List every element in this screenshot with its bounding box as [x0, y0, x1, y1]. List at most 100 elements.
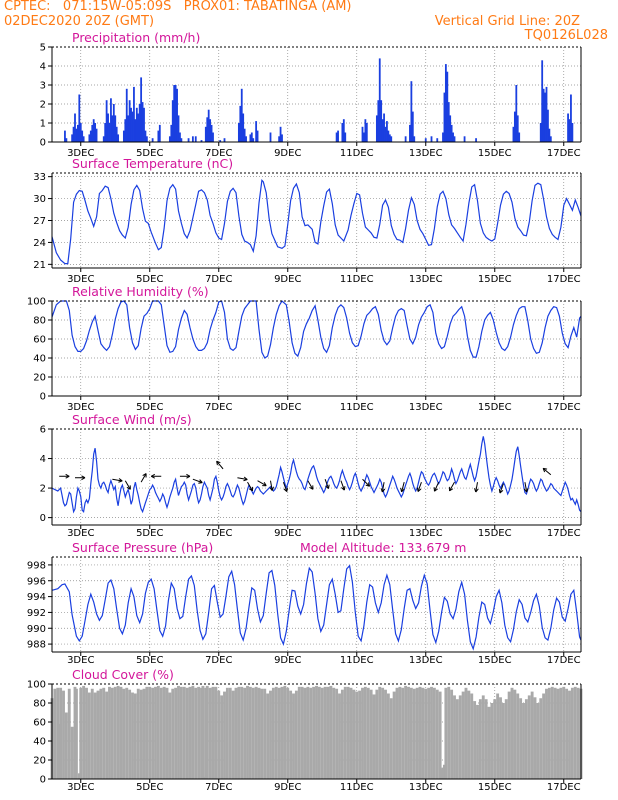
- cloud-cover-bar: [507, 691, 511, 779]
- header-run-date: 02DEC2020 20Z (GMT): [4, 14, 155, 29]
- precip-bar: [91, 124, 94, 142]
- x-tick-label: 7DEC: [205, 402, 232, 413]
- precip-bar: [239, 105, 242, 142]
- x-tick-label: 7DEC: [205, 528, 232, 539]
- precip-bar: [384, 126, 387, 142]
- cloud-cover-bar: [142, 688, 146, 779]
- cloud-cover-bar: [381, 687, 385, 779]
- x-tick-label: 17DEC: [547, 528, 581, 539]
- cloud-cover-bar: [234, 687, 238, 779]
- precip-bar: [516, 115, 519, 142]
- y-tick-label: 30: [33, 194, 46, 205]
- wind-arrow: [524, 482, 528, 493]
- cloud-cover-bar: [208, 687, 212, 779]
- precip-bar: [107, 113, 109, 142]
- cloud-cover-bar: [573, 686, 577, 779]
- cloud-cover-bar: [530, 691, 534, 779]
- y-tick-label: 3: [40, 81, 46, 92]
- precip-bar: [158, 124, 161, 142]
- precip-bar: [365, 123, 368, 142]
- y-tick-label: 60: [33, 335, 46, 346]
- y-tick-label: 0: [40, 775, 46, 786]
- cloud-cover-bar: [501, 703, 505, 779]
- y-tick-label: 60: [33, 718, 46, 729]
- precip-bar: [386, 121, 388, 142]
- x-tick-label: 11DEC: [340, 655, 374, 666]
- cloud-cover-bar: [131, 692, 134, 779]
- y-tick-label: 100: [27, 297, 46, 308]
- panel-title: Cloud Cover (%): [72, 667, 174, 682]
- cloud-cover-bar: [444, 687, 448, 779]
- wind-arrow-head: [367, 482, 371, 487]
- cloud-cover-bar: [349, 687, 353, 779]
- precip-bar: [518, 132, 521, 142]
- cloud-cover-bar: [467, 690, 471, 779]
- wind-arrow-head: [199, 479, 203, 483]
- cloud-cover-bar: [119, 686, 123, 779]
- precip-bar: [110, 98, 112, 142]
- cloud-cover-bar: [450, 689, 454, 779]
- y-tick-label: 80: [33, 699, 46, 710]
- cloud-cover-bar: [269, 690, 272, 779]
- precip-bar: [279, 126, 282, 142]
- cloud-cover-bar: [409, 687, 413, 779]
- wind-arrow-head: [400, 487, 403, 492]
- precip-bar: [128, 100, 131, 142]
- precip-bar: [210, 124, 213, 142]
- cloud-cover-bar: [366, 687, 370, 779]
- y-tick-label: 2: [40, 100, 46, 111]
- cloud-cover-bar: [516, 693, 520, 779]
- x-tick-label: 15DEC: [478, 148, 512, 159]
- precip-bar: [79, 123, 82, 142]
- y-tick-label: 33: [33, 172, 46, 183]
- cloud-cover-bar: [67, 688, 71, 779]
- precip-bar: [64, 130, 66, 142]
- wind-arrow-head: [416, 487, 419, 492]
- y-tick-label: 21: [33, 260, 46, 271]
- wind-arrow-head: [434, 488, 438, 492]
- panel-title: Precipitation (mm/h): [72, 30, 200, 45]
- precip-bar: [168, 136, 171, 142]
- precip-bar: [143, 107, 145, 142]
- cloud-cover-bar: [547, 687, 551, 779]
- precip-bar: [78, 94, 81, 142]
- y-tick-label: 40: [33, 737, 46, 748]
- wind-arrow-head: [328, 484, 330, 489]
- wind-arrow-head: [263, 482, 267, 486]
- precip-bar: [342, 119, 345, 142]
- header-grid-line-note: Vertical Grid Line: 20Z: [434, 14, 580, 29]
- cloud-cover-bar: [536, 703, 540, 779]
- cloud-cover-bar: [404, 685, 408, 779]
- panel-title: Surface Wind (m/s): [72, 412, 192, 427]
- cloud-cover-bar: [263, 688, 267, 779]
- x-tick-label: 9DEC: [274, 148, 301, 159]
- x-tick-label: 17DEC: [547, 148, 581, 159]
- wind-arrow-head: [498, 489, 501, 494]
- precip-bar: [95, 128, 98, 142]
- precip-bar: [447, 102, 450, 142]
- precip-bar: [111, 115, 114, 142]
- cloud-cover-bar: [346, 686, 350, 779]
- y-tick-label: 0: [40, 392, 46, 403]
- x-tick-label: 15DEC: [478, 528, 512, 539]
- wind-arrow-head: [198, 482, 203, 484]
- wind-arrow-head: [283, 488, 288, 492]
- precip-bar: [115, 126, 118, 142]
- precip-bar: [65, 138, 68, 142]
- precip-bar: [138, 104, 141, 142]
- wind-arrow-head: [248, 488, 253, 492]
- precip-bar: [436, 138, 439, 142]
- cloud-cover-bar: [223, 691, 226, 779]
- precip-bar: [278, 136, 281, 142]
- cloud-cover-bar: [499, 697, 502, 779]
- cloud-cover-bar: [576, 687, 580, 779]
- precip-bar: [242, 113, 245, 142]
- cloud-cover-bar: [260, 688, 264, 779]
- wind-arrow-head: [523, 488, 528, 493]
- cloud-cover-bar: [246, 685, 249, 779]
- x-tick-label: 3DEC: [67, 782, 94, 793]
- precip-bar: [108, 123, 111, 142]
- cloud-cover-bar: [228, 687, 232, 779]
- wind-arrow-head: [243, 476, 248, 480]
- cloud-cover-bar: [496, 693, 500, 779]
